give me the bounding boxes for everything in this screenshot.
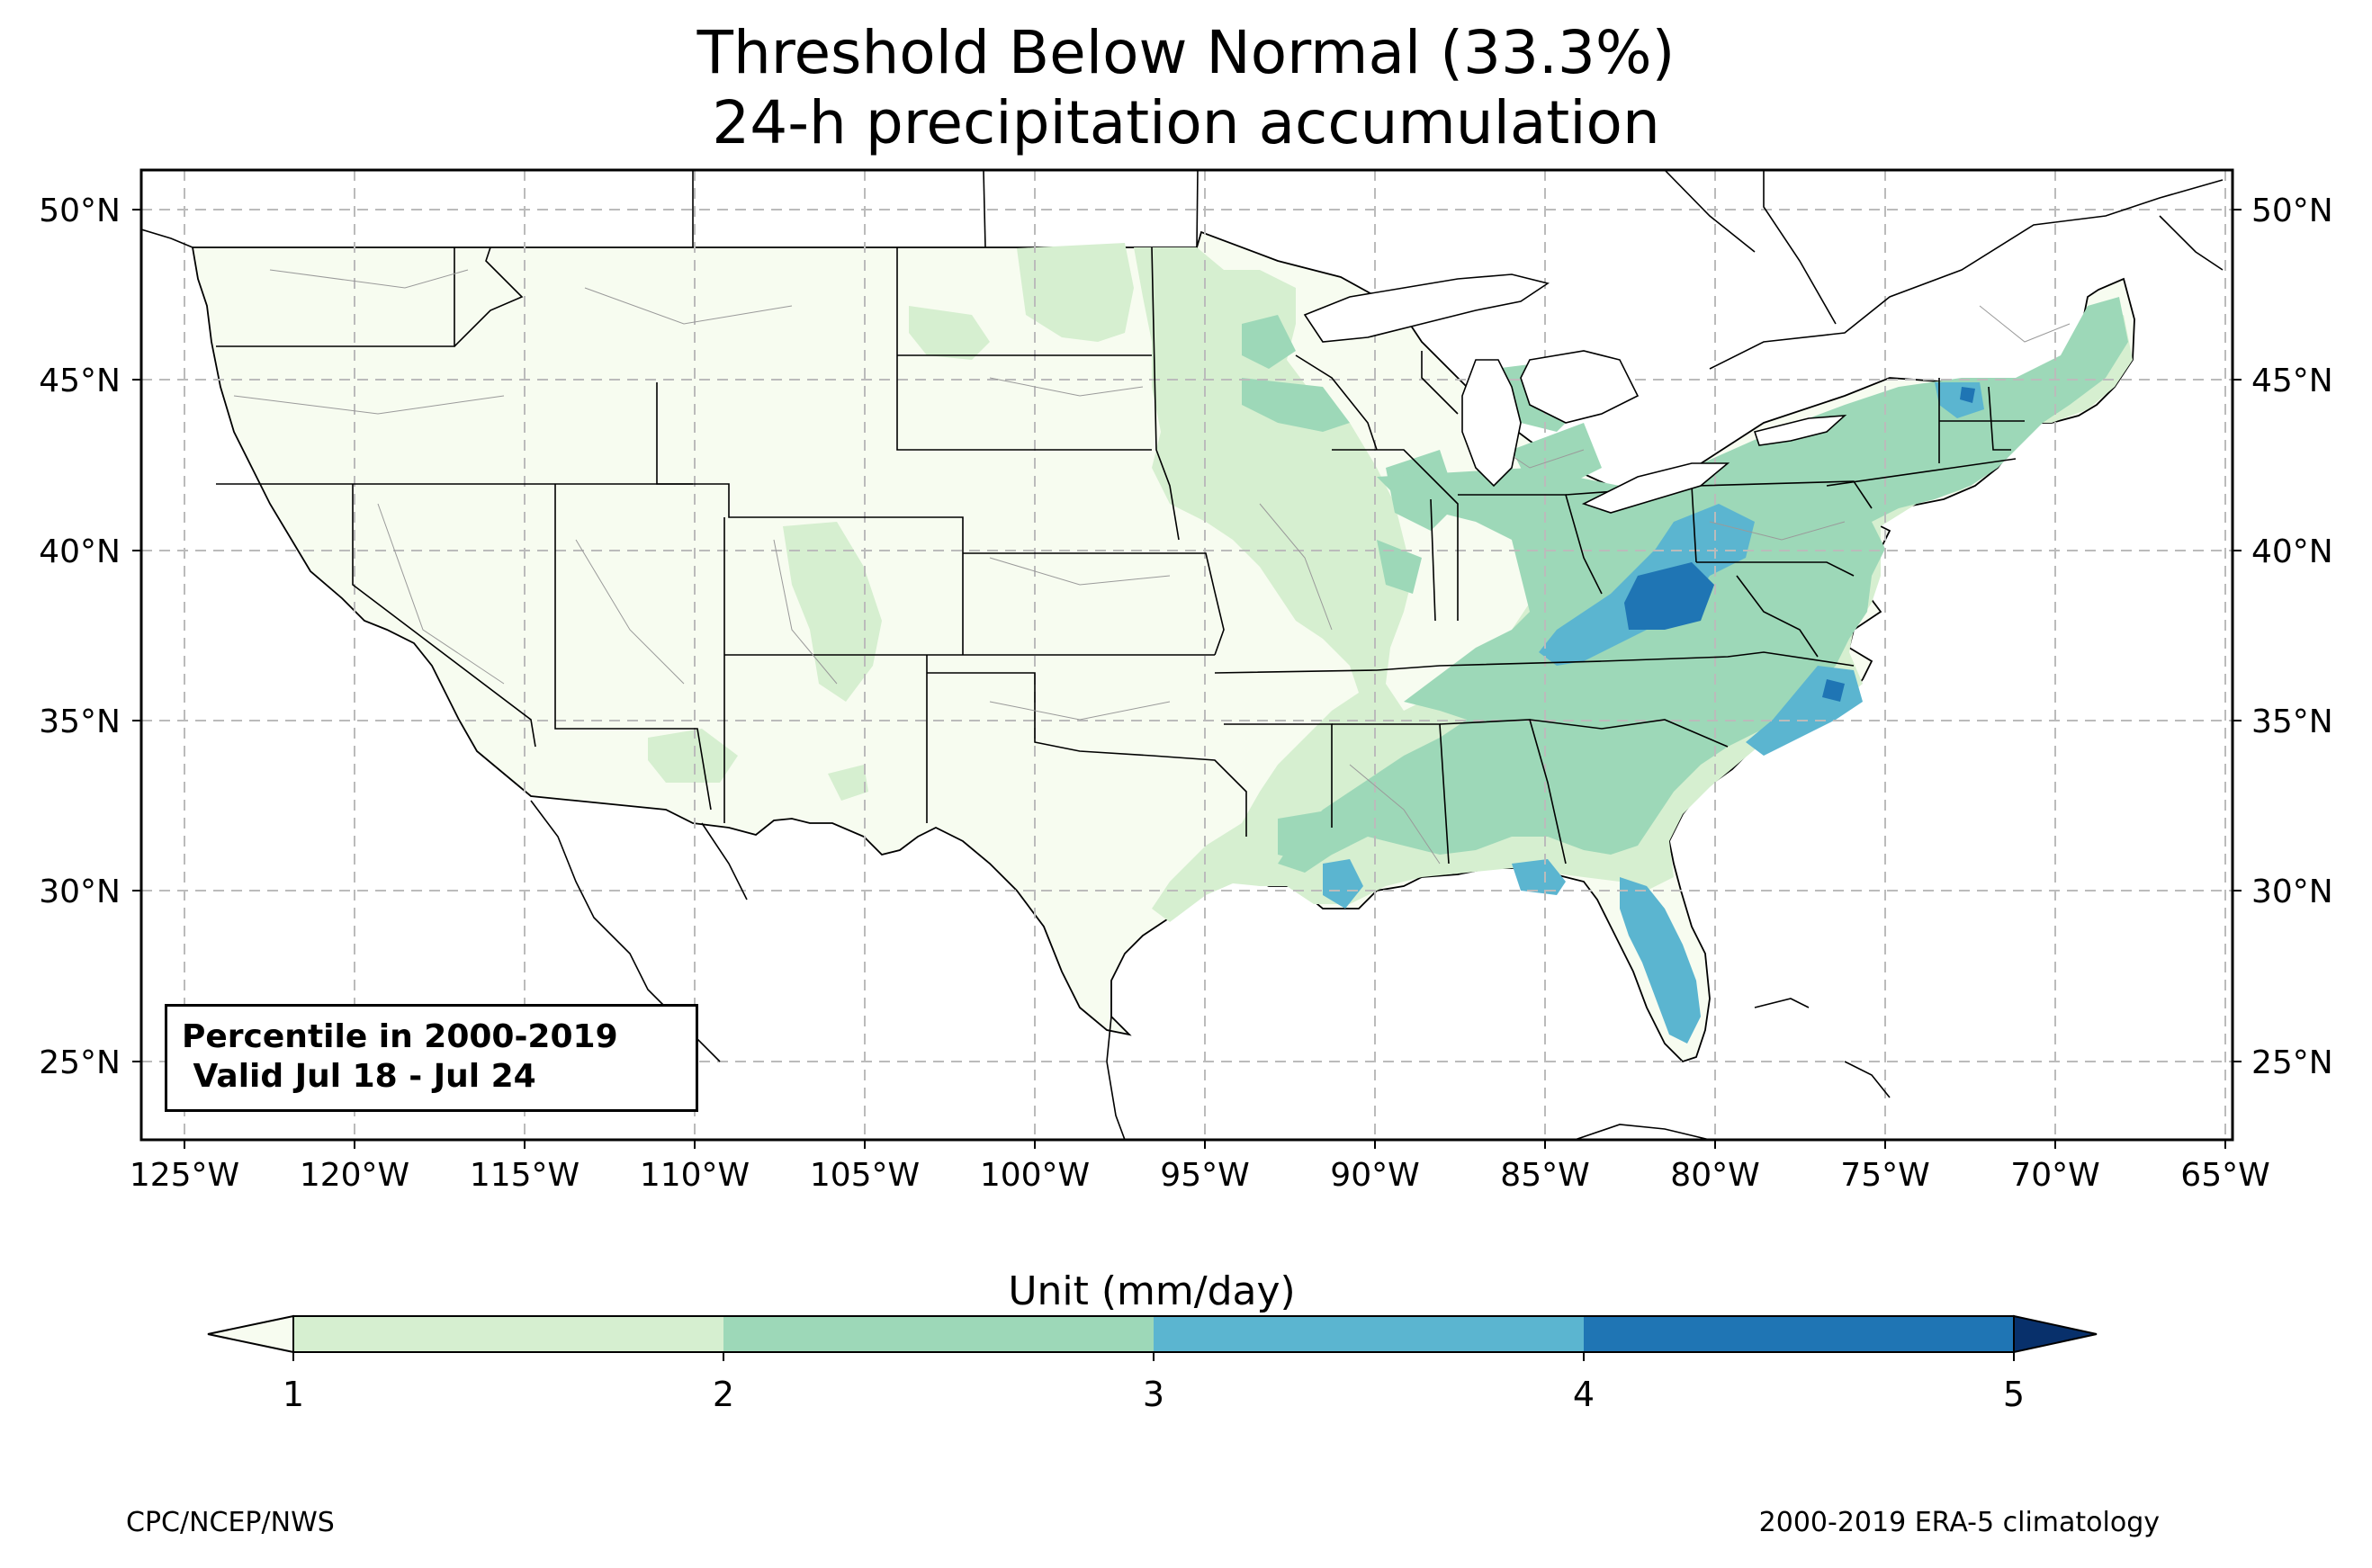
lon-label: 95°W — [1160, 1157, 1249, 1194]
lon-label: 110°W — [640, 1157, 750, 1194]
colorbar-bin — [1584, 1316, 2014, 1352]
lat-label-left: 40°N — [39, 533, 121, 570]
lon-label: 85°W — [1500, 1157, 1589, 1194]
colorbar-over-arrow — [2013, 1314, 2098, 1354]
map-frame — [139, 168, 2234, 1142]
state-boundaries — [216, 246, 2025, 865]
colorbar: Unit (mm/day) 1 2 3 4 5 — [207, 1268, 2098, 1414]
lat-label-right: 50°N — [2251, 193, 2333, 229]
country-outlines — [141, 170, 2224, 1140]
lat-label-left: 50°N — [39, 193, 121, 229]
chart-subtitle: 24-h precipitation accumulation — [712, 88, 1660, 157]
lon-label: 75°W — [1840, 1157, 1929, 1194]
colorbar-bin — [293, 1316, 723, 1352]
shade-4-5 — [1624, 387, 1975, 702]
lat-ticks: 50°N 45°N 40°N 35°N 30°N 25°N 50°N 45°N … — [39, 193, 2333, 1081]
colorbar-label: 5 — [2003, 1375, 2025, 1414]
colorbar-under-arrow — [207, 1314, 294, 1354]
lon-label: 115°W — [470, 1157, 580, 1194]
lat-label-left: 30°N — [39, 874, 121, 910]
colorbar-bin — [723, 1316, 1154, 1352]
colorbar-label: 4 — [1573, 1375, 1595, 1414]
info-box: Percentile in 2000-2019 Valid Jul 18 - J… — [165, 1004, 698, 1112]
great-lakes — [1303, 273, 1847, 514]
info-box-line: Valid Jul 18 - Jul 24 — [182, 1058, 536, 1095]
lat-label-right: 25°N — [2251, 1044, 2333, 1081]
footer-climatology: 2000-2019 ERA-5 climatology — [1758, 1507, 2160, 1538]
lat-label-right: 40°N — [2251, 533, 2333, 570]
lat-label-right: 30°N — [2251, 874, 2333, 910]
footer-credit: CPC/NCEP/NWS — [126, 1507, 335, 1538]
lon-label: 120°W — [300, 1157, 409, 1194]
lon-ticks: 125°W 120°W 115°W 110°W 105°W 100°W 95°W… — [130, 1140, 2270, 1194]
colorbar-bin — [1154, 1316, 1584, 1352]
lon-label: 90°W — [1330, 1157, 1419, 1194]
lon-label: 65°W — [2180, 1157, 2269, 1194]
lat-label-right: 35°N — [2251, 703, 2333, 740]
lon-label: 80°W — [1670, 1157, 1759, 1194]
lon-label: 125°W — [130, 1157, 239, 1194]
gridlines — [141, 170, 2233, 1140]
lon-label: 70°W — [2010, 1157, 2099, 1194]
lat-label-right: 45°N — [2251, 363, 2333, 399]
lat-label-left: 25°N — [39, 1044, 121, 1081]
colorbar-label: 2 — [713, 1375, 734, 1414]
county-lines — [233, 269, 2071, 865]
colorbar-label: 3 — [1143, 1375, 1164, 1414]
info-box-line: Percentile in 2000-2019 — [182, 1018, 618, 1055]
lon-label: 100°W — [980, 1157, 1090, 1194]
lat-label-left: 35°N — [39, 703, 121, 740]
colorbar-title: Unit (mm/day) — [1008, 1268, 1295, 1314]
lat-label-left: 45°N — [39, 363, 121, 399]
chart-title: Threshold Below Normal (33.3%) — [696, 18, 1676, 87]
colorbar-label: 1 — [283, 1375, 304, 1414]
lon-label: 105°W — [810, 1157, 920, 1194]
